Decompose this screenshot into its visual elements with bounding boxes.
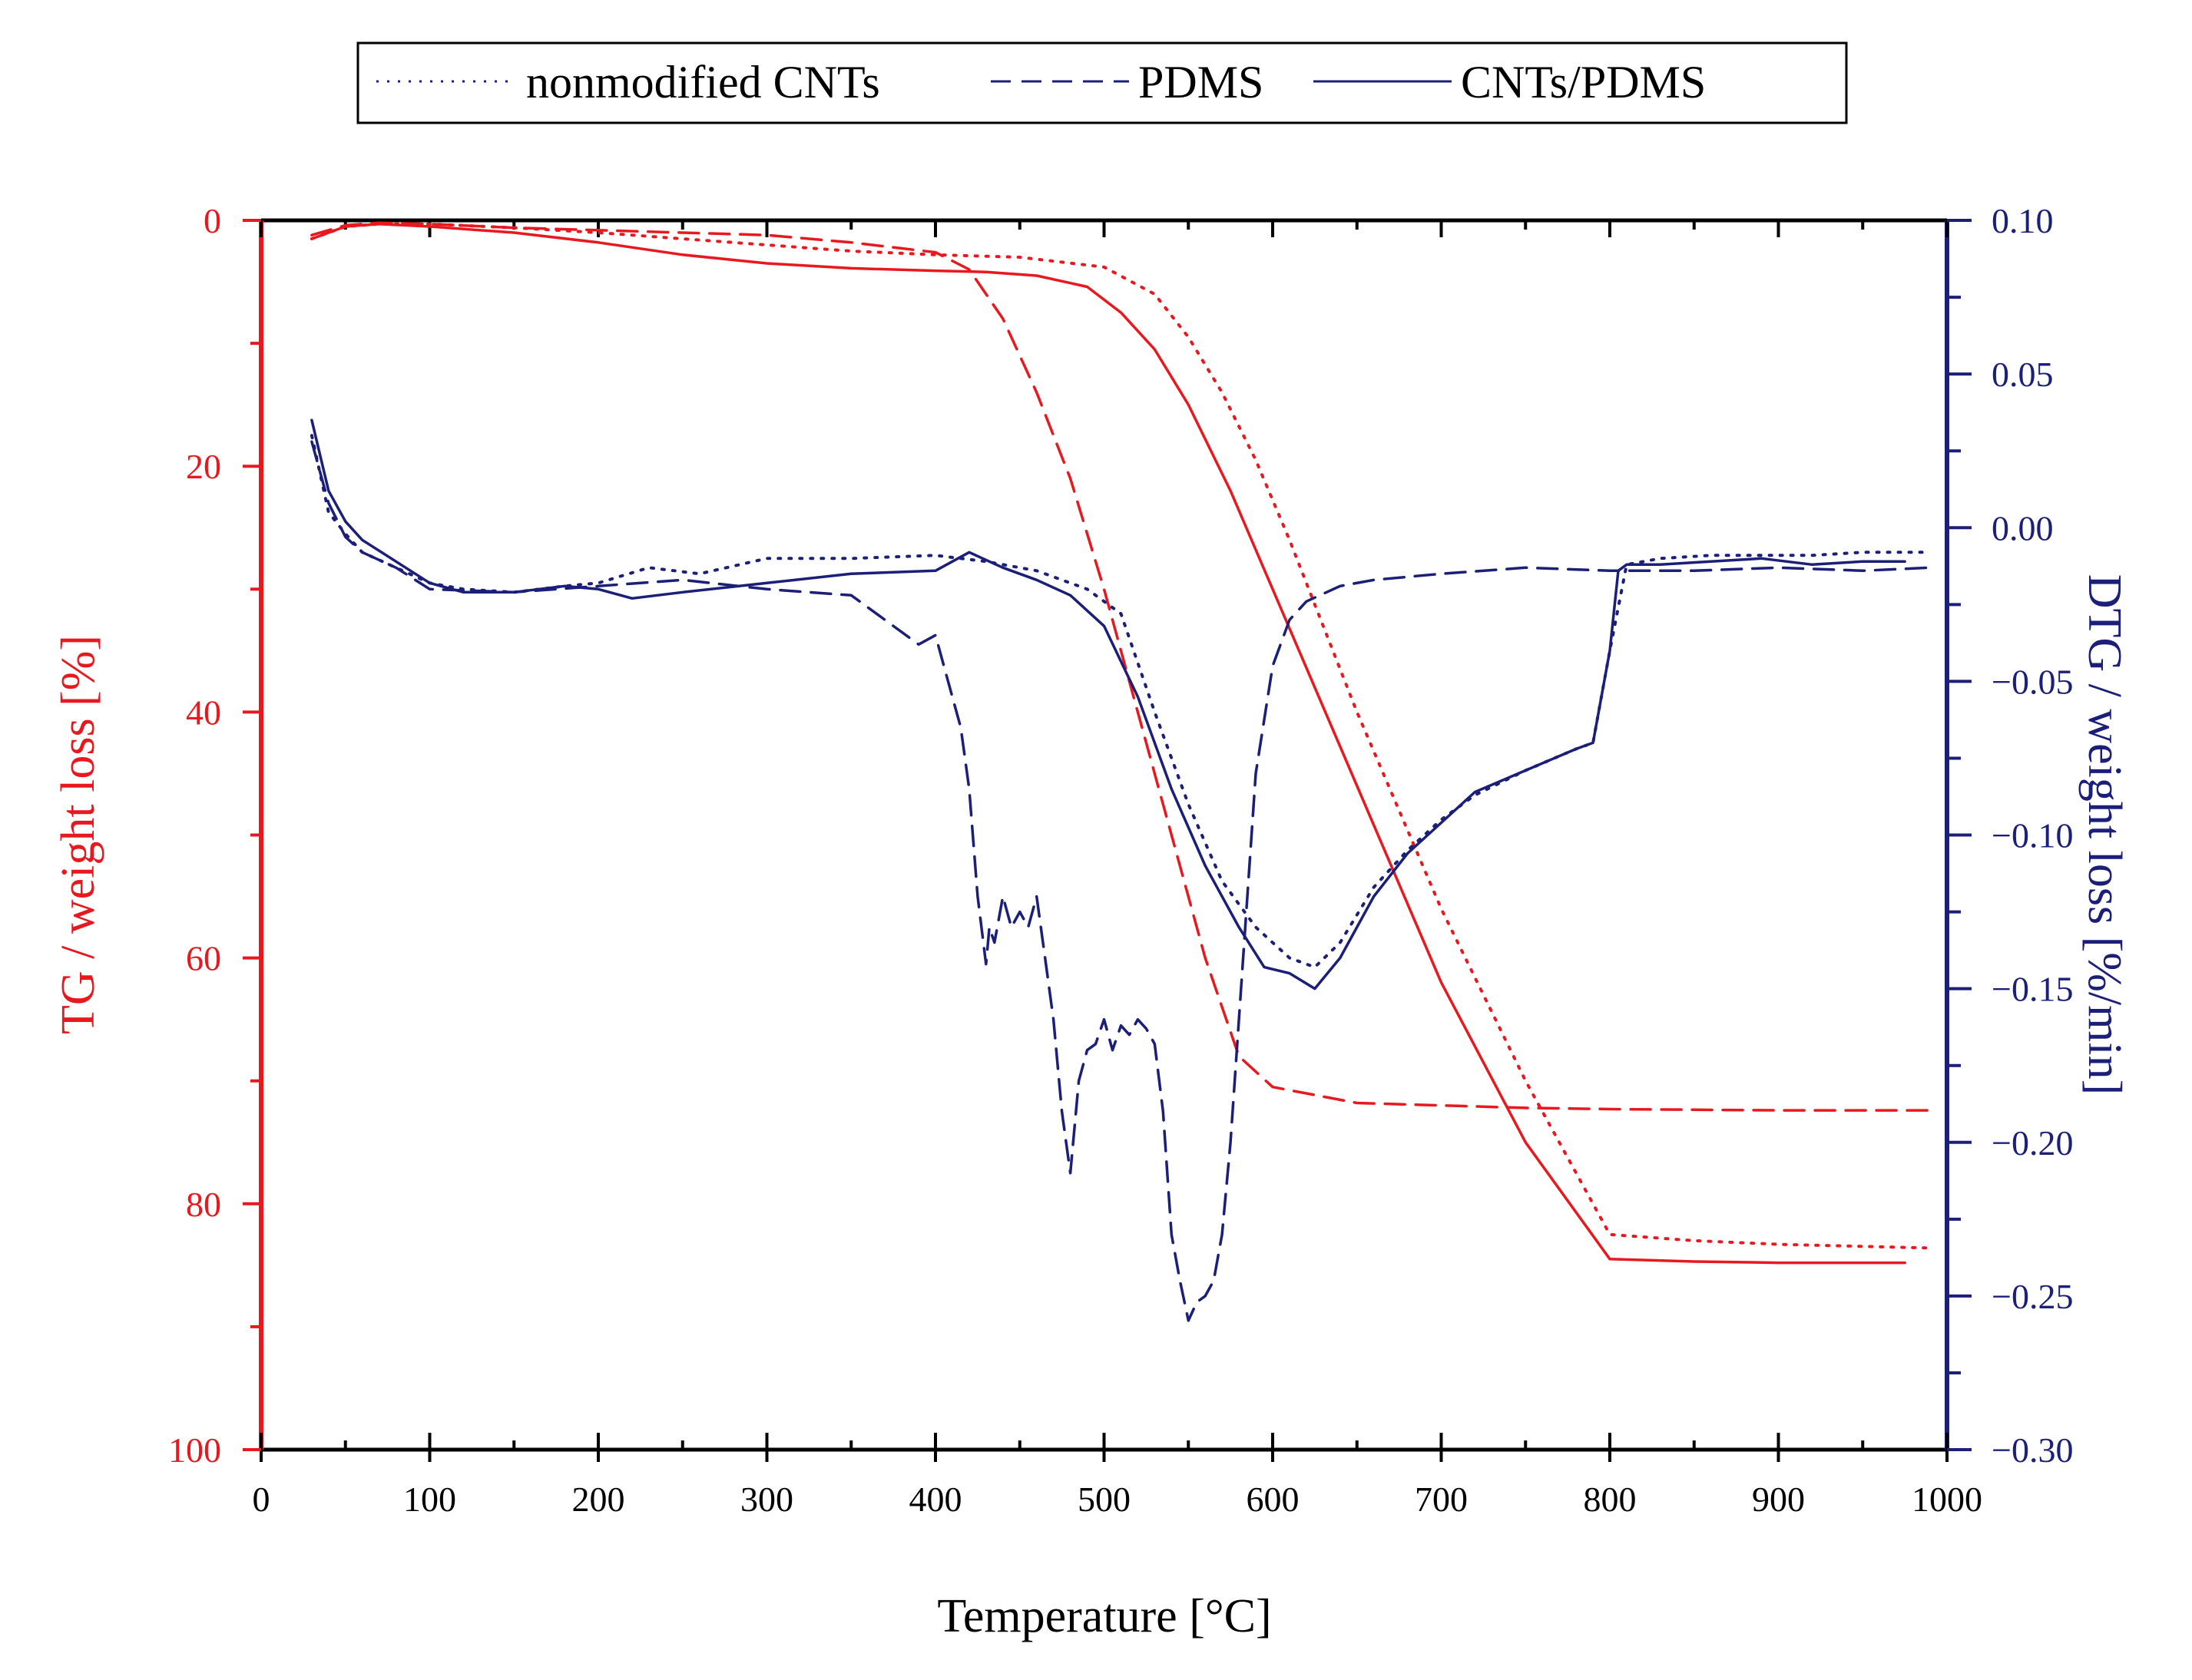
right-tick-label: 0.10 — [1992, 201, 2054, 240]
x-tick-label: 0 — [253, 1480, 270, 1519]
legend-label-nonmodified-cnts: nonmodified CNTs — [526, 57, 880, 107]
right-tick-label: −0.30 — [1992, 1430, 2073, 1470]
x-tick-label: 900 — [1752, 1480, 1805, 1519]
x-tick-label: 300 — [740, 1480, 793, 1519]
series-nonmodified-cnts-tg — [310, 222, 1932, 1250]
right-tick-label: −0.10 — [1992, 816, 2073, 855]
x-axis-title: Temperature [°C] — [937, 1590, 1271, 1642]
left-tick-label: 80 — [186, 1185, 221, 1224]
left-tick-label: 40 — [186, 693, 221, 732]
data-series — [310, 221, 1932, 1322]
right-axis-title: DTG / weight loss [%/min] — [2078, 574, 2131, 1096]
series-pdms-tg — [310, 221, 1932, 1112]
legend-box — [356, 41, 1848, 124]
x-tick-label: 1000 — [1912, 1480, 1982, 1519]
left-tick-label: 0 — [204, 201, 221, 240]
right-tick-label: −0.20 — [1992, 1123, 2073, 1162]
x-tick-label: 800 — [1584, 1480, 1637, 1519]
left-axis-title: TG / weight loss [%] — [52, 635, 104, 1034]
legend-label-cnts-pdms: CNTs/PDMS — [1461, 57, 1706, 107]
left-tick-label: 60 — [186, 939, 221, 978]
right-tick-label: 0.05 — [1992, 355, 2054, 394]
x-tick-label: 700 — [1415, 1480, 1468, 1519]
legend: nonmodified CNTs PDMS CNTs/PDMS — [356, 41, 1848, 124]
left-tick-label: 100 — [168, 1430, 221, 1470]
legend-label-pdms: PDMS — [1138, 57, 1263, 107]
x-tick-label: 100 — [403, 1480, 456, 1519]
left-tick-label: 20 — [186, 447, 221, 486]
right-tick-label: −0.15 — [1992, 970, 2073, 1009]
x-tick-label: 600 — [1247, 1480, 1300, 1519]
right-tick-label: −0.05 — [1992, 662, 2073, 701]
x-tick-label: 500 — [1078, 1480, 1131, 1519]
series-cnts-pdms-dtg — [310, 418, 1906, 990]
series-pdms-dtg — [310, 440, 1932, 1322]
right-tick-label: −0.25 — [1992, 1277, 2073, 1316]
right-tick-label: 0.00 — [1992, 508, 2054, 547]
axis-ticks — [243, 219, 1972, 1462]
tick-labels: 0 100 200 300 400 500 600 700 800 900 1000 0 20 40 60 8… — [168, 201, 2073, 1519]
x-tick-label: 200 — [572, 1480, 625, 1519]
x-tick-label: 400 — [909, 1480, 962, 1519]
series-nonmodified-cnts-dtg — [310, 434, 1932, 969]
series-cnts-pdms-tg — [310, 223, 1906, 1265]
